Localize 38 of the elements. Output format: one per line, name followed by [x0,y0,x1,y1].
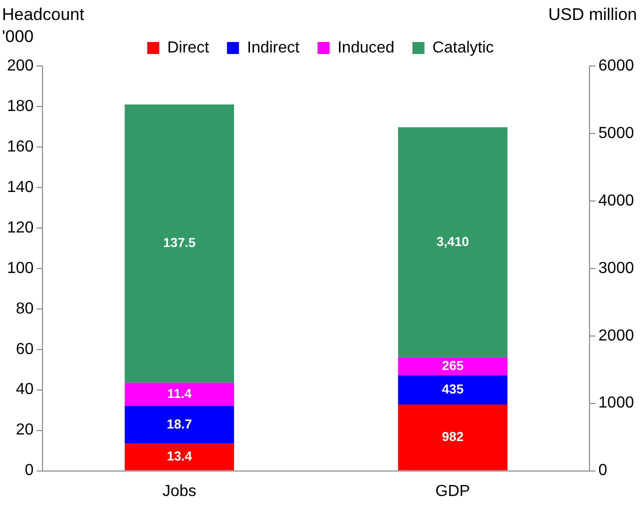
y-tick-label: 0 [24,462,34,480]
y-tick-label: 60 [16,340,34,358]
y2-tick-label: 6000 [598,57,634,74]
legend-label: Indirect [247,39,300,56]
data-label: 18.7 [166,416,192,432]
y-tick-label: 160 [6,138,34,156]
y-tick-label: 200 [6,57,34,74]
y-tick-label: 20 [16,422,34,439]
y-tick-label: 40 [16,381,34,398]
x-tick-label: Jobs [162,482,196,500]
legend-label: Induced [337,39,394,56]
y2-tick-label: 1000 [598,394,634,412]
x-tick-label: GDP [435,482,470,500]
bar [124,382,234,406]
bar [124,406,234,444]
legend-label: Direct [167,39,210,56]
y2-tick-label: 0 [598,462,608,480]
bar [124,104,234,383]
y-tick-label: 100 [6,260,34,277]
data-label: 435 [442,381,464,396]
y2-tick-label: 5000 [598,124,634,142]
y2-tick-label: 2000 [598,327,634,344]
y2-tick-label: 4000 [598,192,634,210]
y-axis-title: Headcount '000 [2,4,84,48]
y-tick-label: 180 [6,98,34,115]
bar [124,444,234,470]
y-tick-label: 140 [6,178,34,196]
data-label: 982 [442,429,464,444]
y-tick-label: 80 [16,300,34,318]
y2-tick-label: 3000 [598,260,634,277]
y2-axis-title: USD million [548,4,637,26]
data-label: 13.4 [166,448,193,464]
data-label: 11.4 [167,386,192,401]
legend-label: Catalytic [432,39,494,56]
data-label: 265 [442,358,464,373]
data-label: 137.5 [163,235,196,250]
y-tick-label: 120 [6,219,34,236]
data-label: 3,410 [436,234,469,249]
